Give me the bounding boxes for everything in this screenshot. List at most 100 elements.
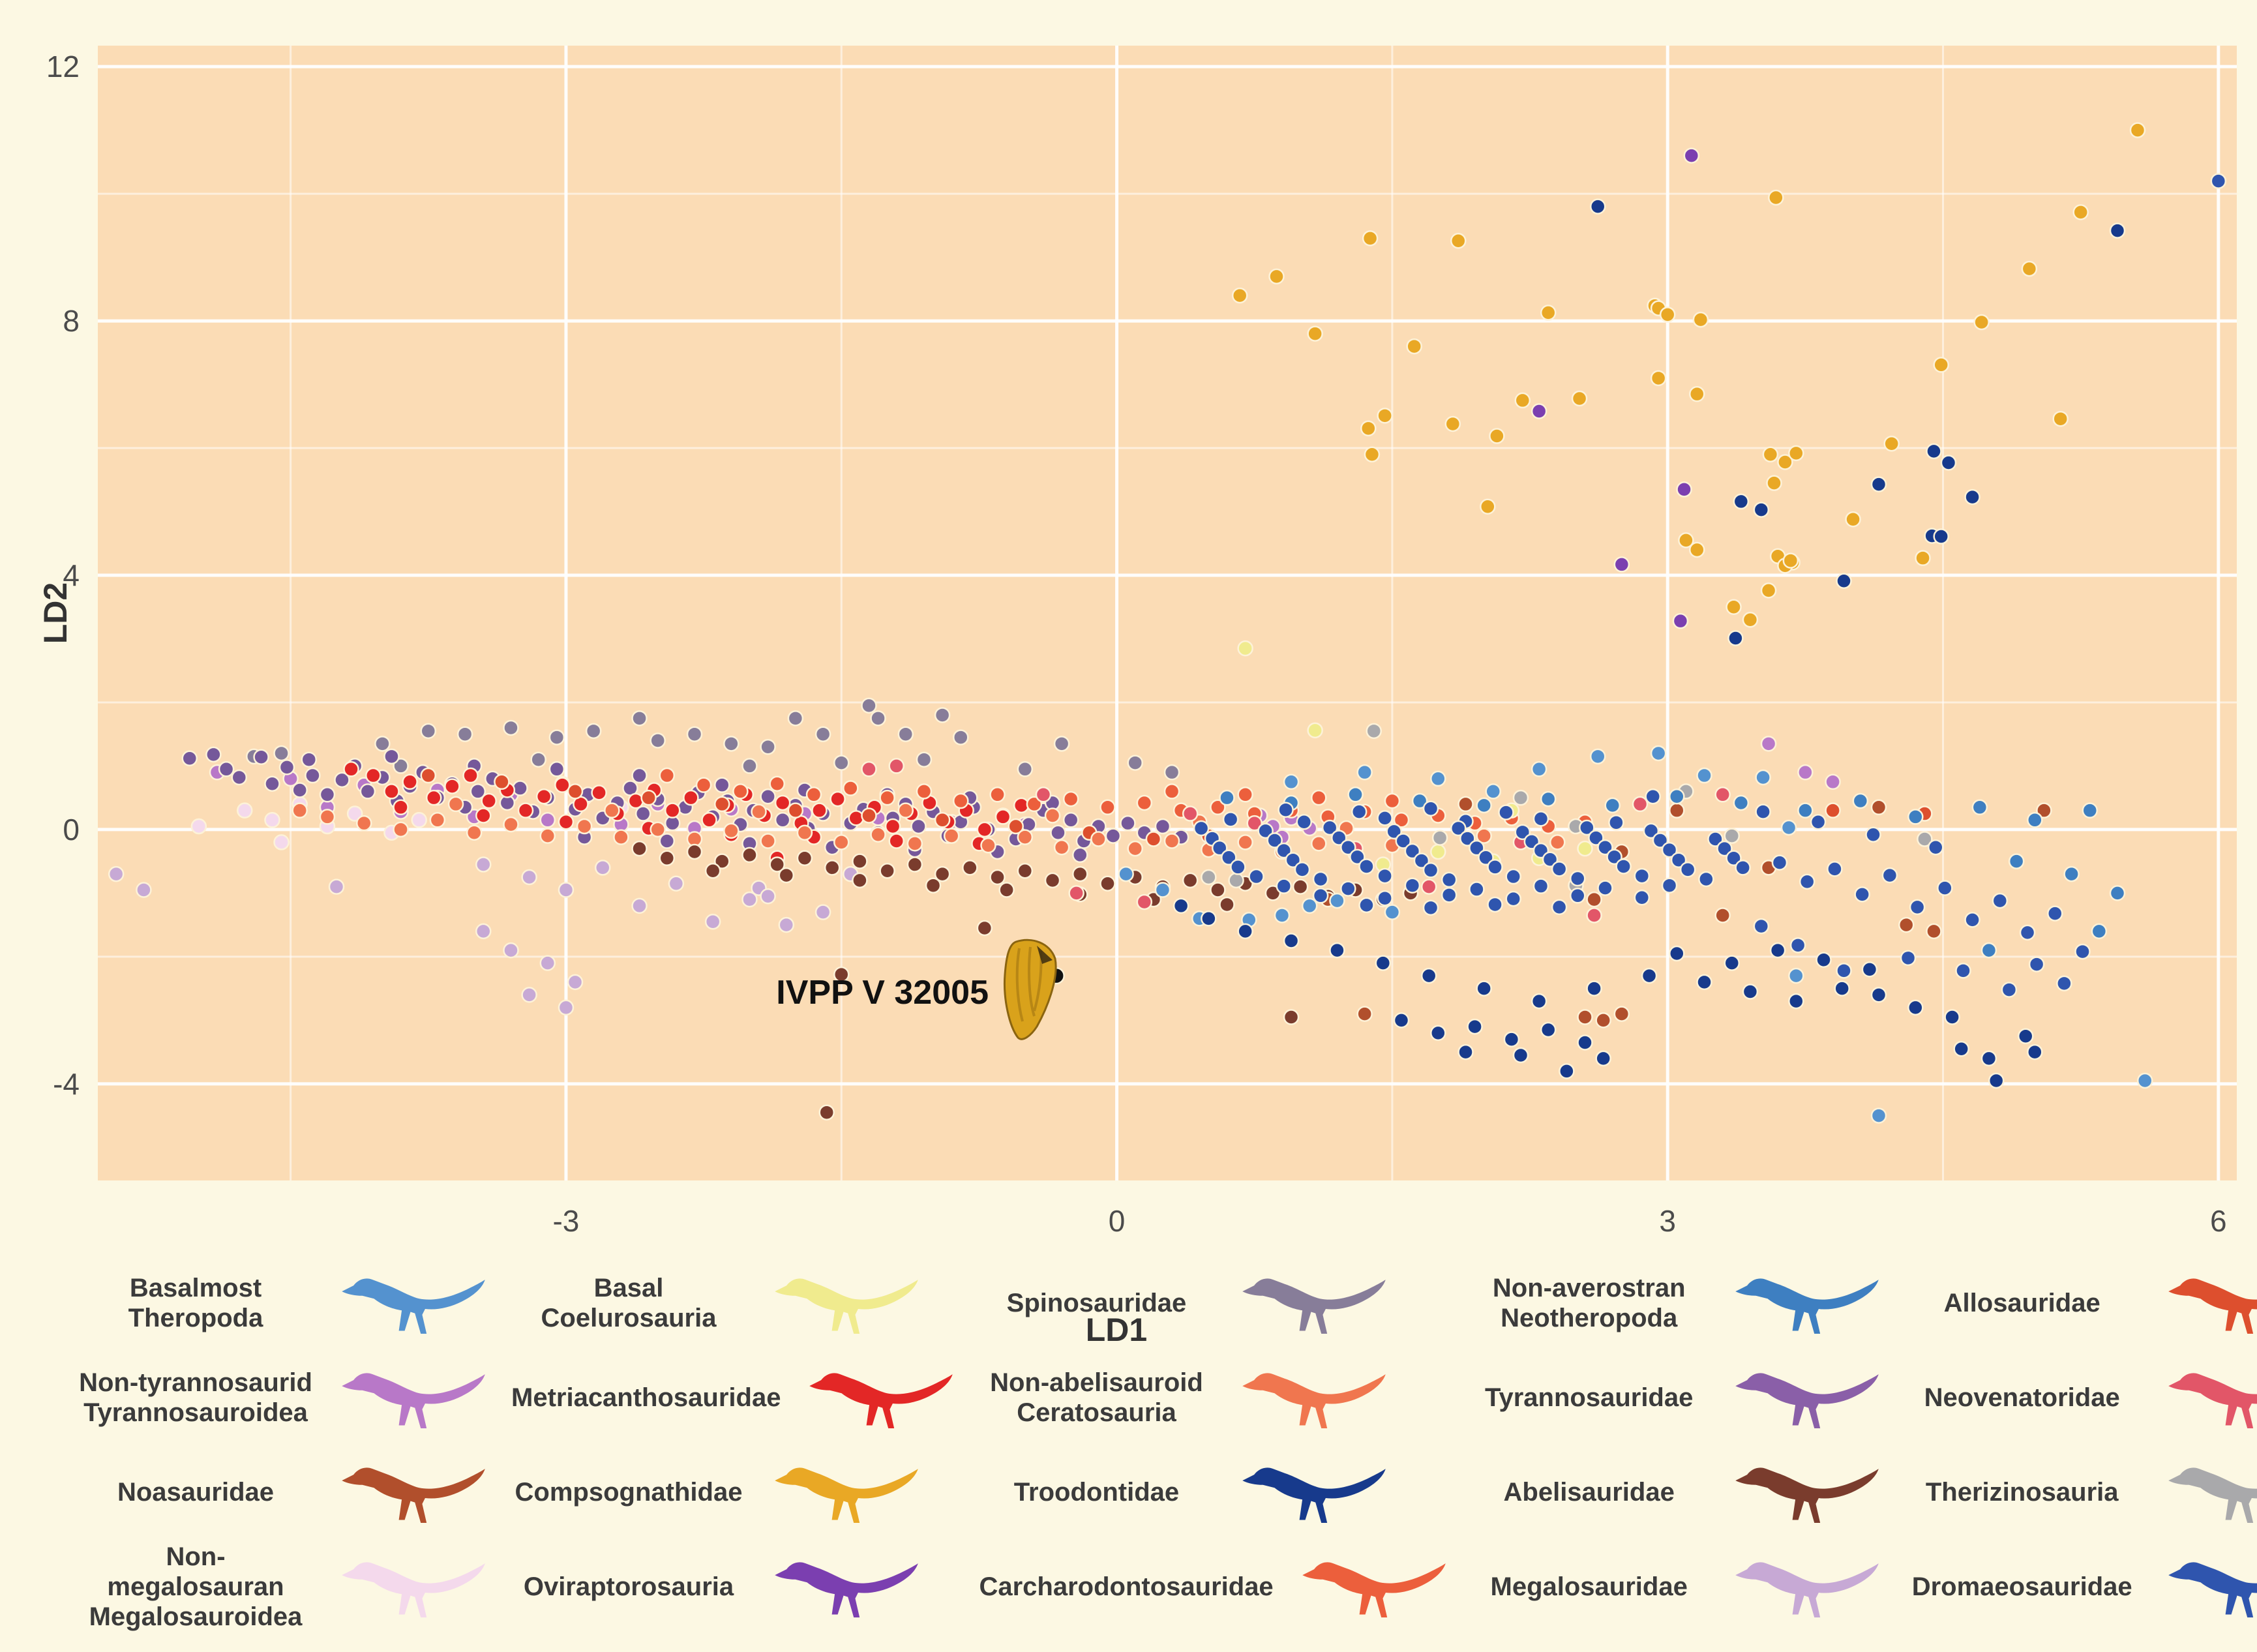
- data-point-tyrannosauridae: [218, 761, 235, 777]
- data-point-basalmost-theropoda: [1356, 764, 1373, 781]
- data-point-tyrannosauridae: [470, 783, 486, 800]
- data-point-non-abelisauroid-ceratosauria: [1127, 840, 1143, 857]
- legend-item-abelisauridae: Abelisauridae: [1472, 1445, 1898, 1539]
- data-point-troodontidae: [1727, 630, 1744, 646]
- data-point-dromaeosauridae: [1753, 918, 1770, 935]
- data-point-dromaeosauridae: [1358, 897, 1375, 914]
- data-point-megalosauridae: [704, 914, 721, 930]
- data-point-abelisauridae: [686, 843, 703, 860]
- data-point-oviraptorosauria: [1676, 481, 1692, 498]
- data-point-dromaeosauridae: [1321, 819, 1338, 836]
- data-point-compsognathidae: [1307, 325, 1323, 342]
- data-point-tyrannosauridae: [1062, 812, 1079, 828]
- data-point-troodontidae: [1907, 999, 1924, 1016]
- data-point-dromaeosauridae: [1505, 868, 1521, 885]
- data-point-non-abelisauroid-ceratosauria: [503, 816, 519, 833]
- data-point-therizinosauria: [1228, 872, 1244, 889]
- data-point-spinosauridae: [548, 729, 565, 745]
- y-tick-label: 12: [46, 50, 80, 83]
- data-point-compsognathidae: [1845, 511, 1861, 528]
- data-point-abelisauridae: [1210, 882, 1226, 898]
- data-point-non-tyrannosaurid-tyrannosauroidea: [1825, 773, 1841, 790]
- data-point-spinosauridae: [934, 707, 951, 723]
- data-point-oviraptorosauria: [1613, 556, 1630, 573]
- data-point-basalmost-theropoda: [1696, 767, 1712, 784]
- data-point-troodontidae: [1834, 980, 1850, 997]
- data-point-metriacanthosauridae: [554, 777, 571, 793]
- data-point-dromaeosauridae: [1221, 849, 1237, 866]
- data-point-spinosauridae: [916, 751, 933, 768]
- data-point-non-averostran-neotheropoda: [2027, 812, 2043, 828]
- data-point-tyrannosauridae: [714, 777, 730, 793]
- data-point-abelisauridae: [906, 856, 923, 873]
- data-point-non-abelisauroid-ceratosauria: [319, 809, 336, 825]
- legend-label-compsognathidae: Compsognathidae: [515, 1477, 743, 1507]
- data-point-non-abelisauroid-ceratosauria: [1549, 834, 1566, 850]
- data-point-non-averostran-neotheropoda: [2008, 853, 2025, 869]
- data-point-compsognathidae: [1514, 392, 1531, 409]
- data-point-troodontidae: [1586, 980, 1602, 997]
- data-point-dromaeosauridae: [1514, 824, 1531, 841]
- y-tick-label: 0: [63, 813, 80, 847]
- data-point-metriacanthosauridae: [517, 802, 534, 818]
- x-tick-label: 0: [1109, 1204, 1126, 1238]
- legend-item-basal-coelurosauria: Basal Coelurosauria: [511, 1255, 972, 1350]
- data-point-non-megalosauran-megalosauroidea: [411, 812, 427, 828]
- data-point-dromaeosauridae: [1579, 819, 1595, 836]
- data-point-troodontidae: [2027, 1044, 2043, 1060]
- data-point-basalmost-theropoda: [1118, 865, 1134, 882]
- data-point-abelisauridae: [818, 1104, 835, 1120]
- data-point-dromaeosauridae: [1248, 868, 1264, 885]
- legend-label-tyrannosauridae: Tyrannosauridae: [1485, 1383, 1694, 1412]
- data-point-metriacanthosauridae: [884, 818, 901, 835]
- data-point-metriacanthosauridae: [976, 821, 993, 838]
- data-point-dromaeosauridae: [1634, 889, 1651, 906]
- data-point-troodontidae: [1861, 961, 1878, 978]
- data-point-troodontidae: [1559, 1063, 1575, 1079]
- data-point-abelisauridae: [659, 850, 676, 867]
- data-point-troodontidae: [1988, 1072, 2005, 1089]
- data-point-megalosauridae: [475, 856, 492, 873]
- data-point-abelisauridae: [879, 863, 895, 879]
- data-point-dromaeosauridae: [1340, 880, 1356, 897]
- data-point-troodontidae: [1375, 955, 1392, 971]
- data-point-metriacanthosauridae: [343, 761, 359, 777]
- data-point-dromaeosauridae: [1312, 888, 1329, 904]
- data-point-noasauridae: [1586, 891, 1602, 908]
- data-point-therizinosauria: [1917, 831, 1933, 847]
- legend-item-troodontidae: Troodontidae: [979, 1445, 1465, 1539]
- data-point-carcharodontosauridae: [916, 783, 933, 800]
- data-point-metriacanthosauridae: [888, 833, 904, 849]
- dinosaur-silhouette-icon: [1735, 1278, 1879, 1334]
- data-point-dromaeosauridae: [1358, 858, 1375, 875]
- legend-label-therizinosauria: Therizinosauria: [1925, 1477, 2119, 1507]
- data-point-troodontidae: [1430, 1025, 1446, 1042]
- data-point-abelisauridae: [962, 860, 978, 876]
- data-point-megalosauridae: [815, 904, 831, 920]
- data-point-troodontidae: [1595, 1050, 1611, 1067]
- data-point-dromaeosauridae: [1881, 867, 1898, 884]
- data-point-carcharodontosauridae: [732, 783, 749, 800]
- data-point-basalmost-theropoda: [1485, 783, 1501, 800]
- data-point-metriacanthosauridae: [425, 789, 442, 806]
- data-point-dromaeosauridae: [2028, 956, 2045, 972]
- data-point-compsognathidae: [1689, 385, 1705, 402]
- data-point-allosauridae: [1145, 831, 1162, 847]
- data-point-tyrannosauridae: [253, 749, 269, 766]
- data-point-non-abelisauroid-ceratosauria: [897, 802, 914, 818]
- data-point-tyrannosauridae: [359, 783, 376, 800]
- x-tick-label: 6: [2210, 1204, 2227, 1238]
- data-point-metriacanthosauridae: [683, 789, 699, 806]
- data-point-troodontidae: [1476, 980, 1492, 997]
- legend-item-oviraptorosauria: Oviraptorosauria: [511, 1539, 972, 1634]
- data-point-basalmost-theropoda: [1283, 773, 1300, 790]
- data-point-dromaeosauridae: [1698, 871, 1714, 888]
- data-point-compsognathidae: [1726, 599, 1742, 615]
- data-point-spinosauridae: [530, 751, 546, 768]
- dinosaur-silhouette-icon: [342, 1372, 485, 1428]
- data-point-non-averostran-neotheropoda: [1669, 788, 1685, 805]
- data-point-non-abelisauroid-ceratosauria: [723, 822, 740, 839]
- dinosaur-silhouette-icon: [775, 1467, 918, 1523]
- data-point-dromaeosauridae: [1193, 820, 1210, 837]
- dinosaur-silhouette-icon: [809, 1372, 953, 1428]
